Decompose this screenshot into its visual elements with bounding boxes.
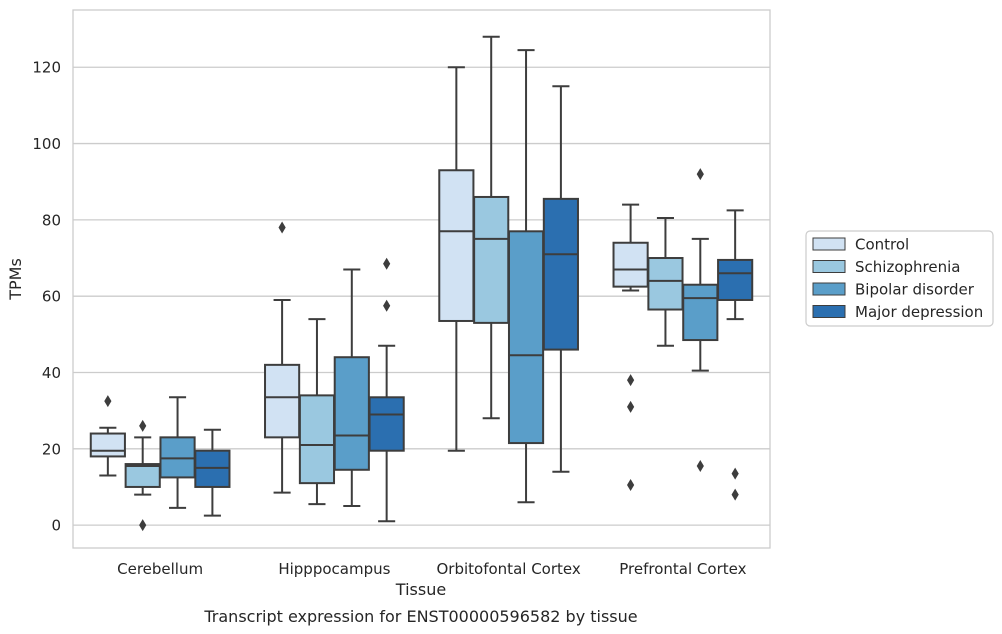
y-tick-label: 120 bbox=[32, 59, 61, 77]
legend-swatch bbox=[812, 282, 846, 296]
outlier-point bbox=[627, 400, 635, 413]
legend-swatch bbox=[812, 305, 846, 318]
iqr-box bbox=[682, 283, 719, 342]
x-tick-label: Hipppocampus bbox=[278, 560, 390, 578]
iqr-box bbox=[473, 195, 510, 324]
x-tick-label: Cerebellum bbox=[117, 560, 203, 578]
x-tick-label: Prefrontal Cortex bbox=[619, 560, 746, 578]
outlier-point bbox=[383, 299, 391, 312]
outlier-point bbox=[278, 221, 286, 234]
legend-swatch bbox=[812, 237, 846, 251]
iqr-box bbox=[438, 169, 475, 322]
iqr-box bbox=[124, 463, 161, 488]
box-2-2 bbox=[507, 49, 545, 504]
box-3-3 bbox=[717, 209, 754, 501]
legend-frame bbox=[805, 230, 994, 327]
outlier-point bbox=[627, 479, 635, 492]
legend-label: Major depression bbox=[855, 303, 983, 321]
iqr-box bbox=[333, 356, 370, 471]
plot-area bbox=[89, 35, 754, 532]
iqr-box bbox=[542, 197, 579, 351]
y-tick-label: 100 bbox=[32, 135, 61, 153]
outlier-point bbox=[696, 168, 704, 181]
iqr-box bbox=[717, 258, 754, 301]
iqr-box bbox=[264, 363, 301, 439]
outlier-point bbox=[104, 395, 112, 408]
iqr-box bbox=[647, 257, 684, 311]
box-2-3 bbox=[542, 85, 579, 473]
y-tick-label: 20 bbox=[42, 440, 61, 458]
outlier-point bbox=[383, 257, 391, 270]
outlier-point bbox=[139, 519, 147, 532]
iqr-box bbox=[507, 230, 545, 445]
outlier-point bbox=[627, 374, 635, 387]
y-tick-label: 40 bbox=[42, 364, 61, 382]
y-tick-label: 60 bbox=[42, 288, 61, 306]
y-tick-label: 80 bbox=[42, 211, 61, 229]
box-0-3 bbox=[194, 428, 231, 517]
outlier-point bbox=[731, 467, 739, 480]
x-axis-label: Tissue bbox=[395, 580, 446, 599]
iqr-box bbox=[368, 396, 405, 452]
box-1-1 bbox=[298, 318, 336, 506]
legend-label: Control bbox=[855, 236, 909, 254]
legend-label: Bipolar disorder bbox=[855, 281, 975, 299]
iqr-box bbox=[298, 394, 336, 485]
box-0-0 bbox=[89, 395, 126, 477]
plot-frame bbox=[72, 9, 771, 549]
iqr-box bbox=[612, 241, 649, 288]
chart-caption: Transcript expression for ENST0000059658… bbox=[203, 607, 637, 626]
outlier-point bbox=[139, 419, 147, 432]
box-3-2 bbox=[682, 168, 719, 472]
legend-label: Schizophrenia bbox=[855, 258, 960, 276]
legend-swatch bbox=[812, 260, 846, 273]
box-2-1 bbox=[473, 35, 510, 420]
box-1-3 bbox=[368, 257, 405, 523]
box-1-0 bbox=[264, 221, 301, 494]
box-2-0 bbox=[438, 66, 475, 452]
outlier-point bbox=[696, 459, 704, 472]
y-axis-ticks: 0 20 40 60 80 100 120 bbox=[32, 59, 61, 535]
legend: Control Schizophrenia Bipolar disorder Majo… bbox=[805, 230, 994, 327]
outlier-point bbox=[731, 488, 739, 501]
box-1-2 bbox=[333, 268, 370, 508]
box-3-1 bbox=[647, 216, 684, 347]
box-0-2 bbox=[159, 396, 196, 509]
y-tick-label: 0 bbox=[51, 517, 61, 535]
y-axis-label: TPMs bbox=[6, 258, 25, 301]
x-tick-label: Orbitofontal Cortex bbox=[437, 560, 581, 578]
box-0-1 bbox=[124, 419, 161, 532]
iqr-box bbox=[89, 432, 126, 458]
x-axis-ticks: Cerebellum Hipppocampus Orbitofontal Corte… bbox=[117, 560, 746, 578]
box-3-0 bbox=[612, 203, 649, 492]
